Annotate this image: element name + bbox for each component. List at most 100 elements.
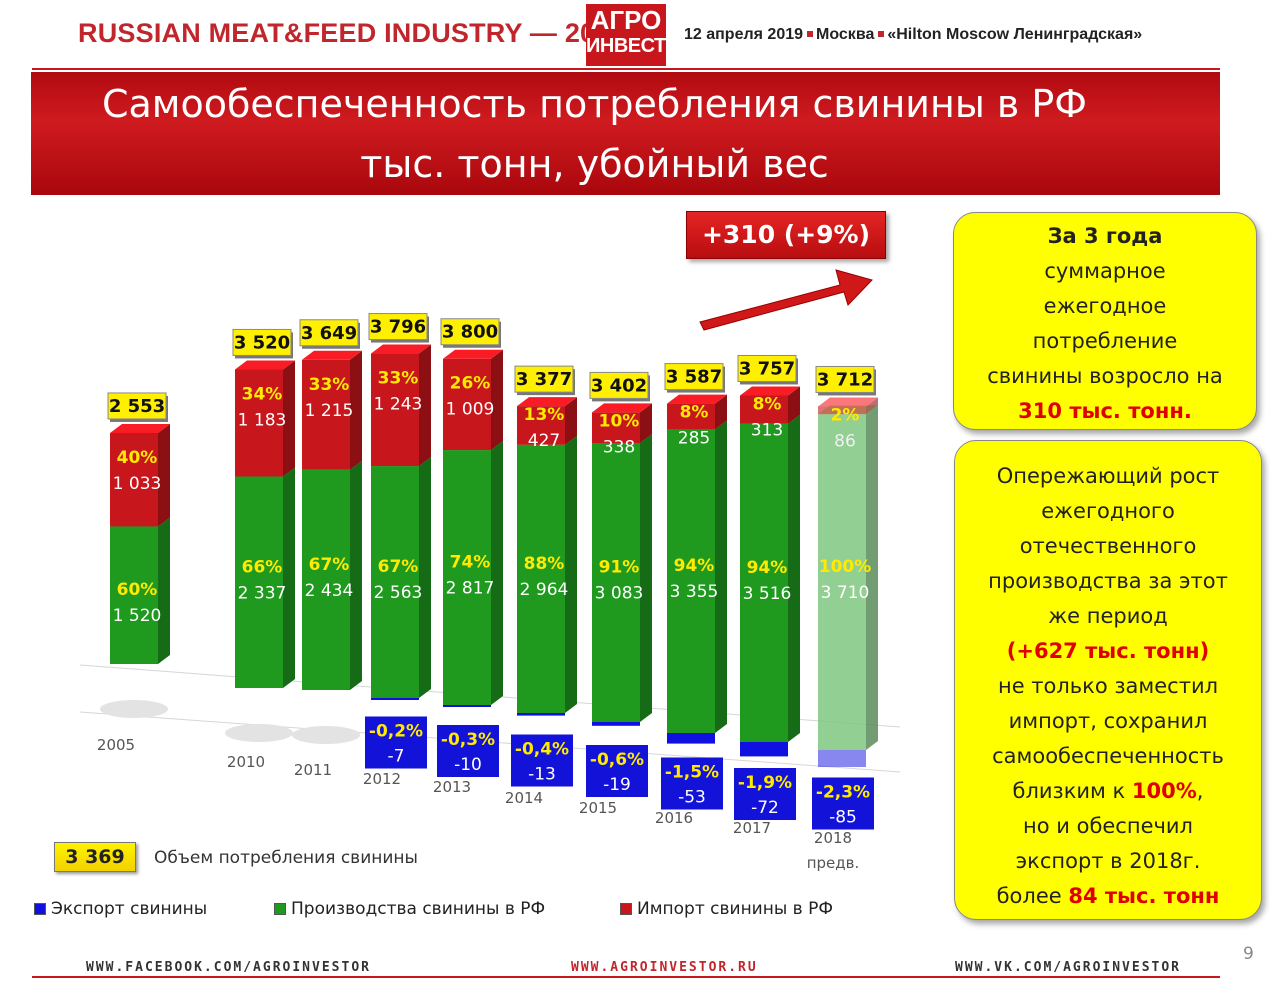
- production-share-label: 74%: [450, 553, 491, 573]
- bullet-icon: [878, 31, 885, 37]
- title-banner: [31, 72, 1220, 195]
- production-bar-front: [371, 466, 419, 698]
- production-share-label: 67%: [309, 555, 350, 575]
- footer-site-link[interactable]: WWW.AGROINVESTOR.RU: [571, 960, 758, 975]
- production-value-label: 2 964: [520, 580, 569, 600]
- import-bar-side: [715, 394, 727, 430]
- import-bar-top: [443, 349, 503, 359]
- import-share-label: 8%: [753, 394, 782, 414]
- production-bar-front: [110, 526, 158, 664]
- footer-vk-link[interactable]: WWW.VK.COM/AGROINVESTOR: [955, 960, 1182, 975]
- event-date: 12 апреля 2019: [684, 26, 804, 43]
- production-bar-side: [565, 435, 577, 713]
- export-bar: [740, 742, 788, 757]
- bubble2-text: близким к: [1012, 779, 1132, 803]
- total-badge-box: [107, 392, 167, 420]
- import-bar-front: [592, 412, 640, 443]
- import-bar-top: [235, 360, 295, 370]
- production-share-label: 91%: [599, 557, 640, 577]
- year-label: 2017: [733, 819, 771, 837]
- export-bar: [517, 713, 565, 716]
- import-bar-side: [350, 350, 362, 470]
- export-share-label: -1,5%: [665, 763, 719, 783]
- year-note-label: предв.: [807, 854, 860, 872]
- total-badge-label: 2 553: [109, 396, 165, 417]
- import-bar-side: [283, 360, 295, 477]
- import-share-label: 34%: [242, 384, 283, 404]
- footer-divider: [32, 976, 1220, 978]
- production-value-label: 3 516: [743, 584, 792, 604]
- export-share-label: -0,2%: [369, 722, 423, 742]
- production-value-label: 3 710: [821, 583, 870, 603]
- production-value-label: 2 817: [446, 579, 495, 599]
- bubble2-line: импорт, сохранил: [1008, 709, 1208, 733]
- production-bar-side: [419, 457, 431, 698]
- volume-legend-label: Объем потребления свинины: [154, 848, 418, 868]
- year-label: 2016: [655, 809, 693, 827]
- import-share-label: 10%: [599, 411, 640, 431]
- bubble2-text: ,: [1196, 779, 1204, 803]
- import-value-label: 313: [751, 420, 783, 440]
- production-bar-front: [302, 469, 350, 690]
- bubble2-line: экспорт в 2018г.: [1015, 849, 1201, 873]
- production-share-label: 67%: [378, 557, 419, 577]
- bar-floor-shadow: [225, 724, 293, 742]
- year-label: 2018: [814, 829, 852, 847]
- production-bar-side: [158, 517, 170, 664]
- import-bar-front: [443, 358, 491, 451]
- import-bar-top: [592, 403, 652, 413]
- event-city: Москва: [816, 26, 875, 43]
- bubble2-percent: 100%: [1131, 779, 1197, 803]
- import-value-label: 1 009: [446, 400, 495, 420]
- bullet-icon: [807, 31, 814, 37]
- logo-line1: АГРО: [590, 5, 662, 35]
- legend-production: Производства свинины в РФ: [274, 899, 545, 919]
- import-bar-side: [158, 423, 170, 527]
- import-bar-top: [302, 350, 362, 360]
- production-bar-front: [818, 414, 866, 750]
- export-label-box: [586, 745, 648, 797]
- import-bar-front: [302, 359, 350, 470]
- export-value-label: -72: [751, 798, 779, 818]
- footer-facebook-link[interactable]: WWW.FACEBOOK.COM/AGROINVESTOR: [86, 960, 371, 975]
- production-bar-front: [235, 476, 283, 688]
- total-badge-label: 3 649: [301, 323, 357, 344]
- production-share-label: 60%: [117, 580, 158, 600]
- export-bar: [667, 733, 715, 744]
- total-badge-label: 3 757: [739, 358, 795, 379]
- growth-callout: +310 (+9%): [686, 211, 886, 259]
- import-bar-front: [371, 353, 419, 467]
- export-value-label: -53: [678, 788, 706, 808]
- header-divider: [32, 68, 1220, 70]
- import-bar-side: [640, 403, 652, 443]
- export-label-box: [365, 716, 427, 769]
- production-bar-side: [350, 460, 362, 690]
- bubble2-highlight: (+627 тыс. тонн): [1006, 639, 1210, 663]
- production-bar-front: [592, 442, 640, 722]
- production-growth-bubble: Опережающий рост ежегодного отечественно…: [954, 440, 1262, 920]
- import-value-label: 427: [528, 431, 560, 451]
- year-label: 2010: [227, 753, 265, 771]
- import-value-label: 285: [678, 429, 710, 449]
- import-bar-side: [866, 397, 878, 415]
- export-bar: [443, 705, 491, 707]
- bubble1-highlight: 310 тыс. тонн.: [1018, 399, 1192, 423]
- bubble2-line: не только заместил: [997, 674, 1219, 698]
- bubble2-line: ежегодного: [1041, 499, 1175, 523]
- bubble2-line: самообеспеченность: [992, 744, 1224, 768]
- production-bar-side: [283, 467, 295, 688]
- year-label: 2015: [579, 799, 617, 817]
- logo-line2: ИНВЕСТОР: [586, 35, 694, 57]
- import-value-label: 86: [834, 431, 856, 451]
- export-value-label: -19: [603, 775, 631, 795]
- import-bar-front: [110, 432, 158, 527]
- import-share-label: 33%: [378, 369, 419, 389]
- legend-import-swatch: [620, 903, 632, 915]
- year-label: 2011: [294, 761, 332, 779]
- event-title: RUSSIAN MEAT&FEED INDUSTRY — 2019: [78, 18, 626, 48]
- production-value-label: 2 434: [305, 581, 354, 601]
- export-label-box: [734, 768, 796, 820]
- agroinvestor-logo: АГРО ИНВЕСТОР: [586, 4, 694, 66]
- export-value-label: -7: [388, 747, 405, 767]
- export-share-label: -2,3%: [816, 783, 870, 803]
